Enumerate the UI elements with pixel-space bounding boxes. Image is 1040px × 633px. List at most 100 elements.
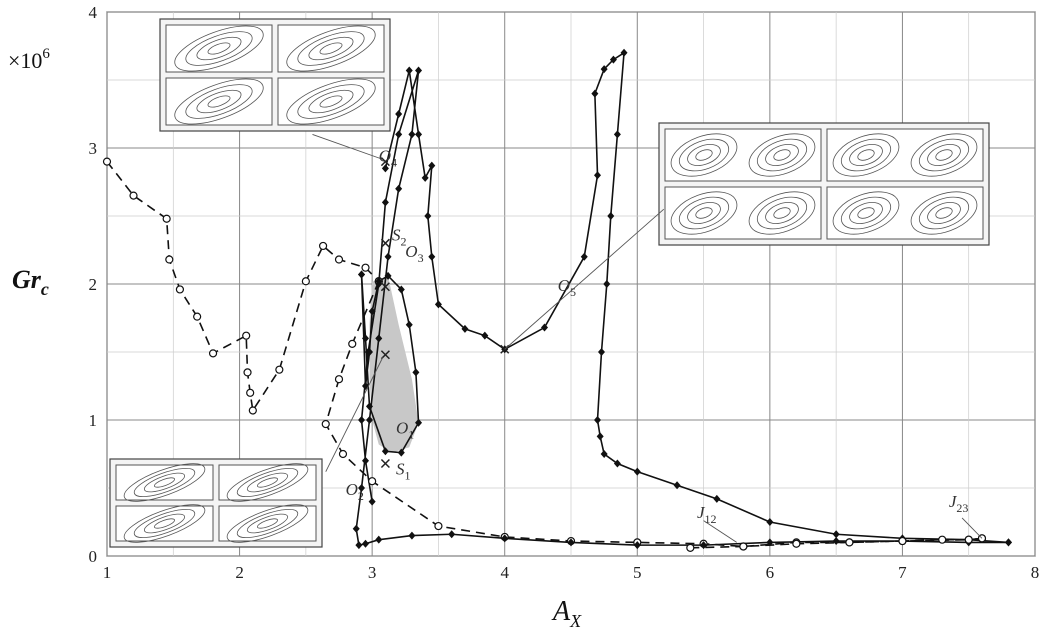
annotation-O1: O1 xyxy=(396,419,414,442)
diamond-point xyxy=(405,320,413,329)
open-circle-point xyxy=(175,285,185,294)
inset-panel xyxy=(277,24,385,73)
diamond-point xyxy=(766,518,774,526)
diamond-point xyxy=(713,494,721,503)
open-circle-point xyxy=(348,339,357,348)
diamond-point xyxy=(603,280,611,288)
diamond-point xyxy=(607,212,615,220)
annotation-S2: S2 xyxy=(392,225,407,248)
open-circle-point xyxy=(162,214,171,223)
diamond-point xyxy=(412,368,420,377)
point-crosses xyxy=(380,157,510,469)
open-circle-point xyxy=(338,449,348,459)
inset-flow-patterns-right xyxy=(658,122,990,246)
diamond-point xyxy=(620,48,628,57)
diamond-point xyxy=(591,89,599,98)
open-circle-point xyxy=(246,388,255,397)
x-tick-label: 3 xyxy=(368,563,377,582)
diamond-point xyxy=(540,323,548,332)
inset-panel xyxy=(277,77,385,126)
diamond-point xyxy=(381,198,389,207)
cross-marker-O1-cross xyxy=(380,350,390,360)
open-circle-point xyxy=(938,535,947,544)
leader-line xyxy=(961,517,983,539)
diamond-point xyxy=(395,130,403,139)
annotation-O4: O4 xyxy=(379,147,397,170)
open-circle-point xyxy=(334,375,344,384)
inset-panel xyxy=(165,24,273,73)
diamond-point xyxy=(633,541,641,550)
diamond-point xyxy=(368,307,376,316)
diamond-point xyxy=(600,450,608,458)
inset-panel xyxy=(826,128,984,182)
series-line-1 xyxy=(324,280,983,548)
annotation-O2: O2 xyxy=(346,480,364,503)
diamond-point xyxy=(364,348,372,356)
diamond-point xyxy=(397,448,405,457)
open-circle-point xyxy=(301,277,310,286)
diamond-point xyxy=(358,484,366,492)
diamond-point xyxy=(1004,538,1012,547)
x-tick-label: 4 xyxy=(500,563,509,582)
x-tick-label: 2 xyxy=(235,563,244,582)
open-circle-point xyxy=(193,312,202,321)
shaded-region-fill xyxy=(369,275,419,453)
shaded-region xyxy=(369,275,419,453)
annotation-J23: J23 xyxy=(949,492,969,515)
leader-line xyxy=(504,208,665,350)
open-circle-point xyxy=(898,536,907,546)
annotation-O5: O5 xyxy=(558,276,576,299)
diamond-point xyxy=(567,538,575,547)
diamond-point xyxy=(375,280,383,288)
diamond-point xyxy=(633,467,641,476)
diamond-point xyxy=(461,324,469,333)
open-circle-point xyxy=(792,539,801,548)
diamond-point xyxy=(424,212,432,220)
cross-marker-S2-cross xyxy=(380,238,390,248)
inset-panel xyxy=(664,186,822,240)
annotation-J12: J12 xyxy=(697,503,717,526)
diamond-point xyxy=(368,497,376,506)
leader-line xyxy=(312,133,382,160)
leader-line xyxy=(325,357,384,472)
inset-flow-patterns-top xyxy=(159,18,391,132)
diamond-point xyxy=(597,348,605,356)
inset-panel xyxy=(115,463,214,502)
diamond-point xyxy=(428,252,436,261)
inset-panel xyxy=(826,186,984,240)
series-line-0 xyxy=(106,161,380,413)
x-tick-label: 8 xyxy=(1031,563,1040,582)
diamond-point xyxy=(384,271,392,280)
diamond-point xyxy=(700,541,708,550)
diamond-point xyxy=(766,538,774,547)
diamond-point xyxy=(594,416,602,424)
data-markers xyxy=(102,48,1012,552)
diamond-point xyxy=(580,252,588,261)
diamond-point xyxy=(362,456,370,465)
inset-flow-patterns-bottom xyxy=(109,458,323,548)
leader-lines xyxy=(312,133,983,543)
open-circle-point xyxy=(434,521,443,531)
open-circle-point xyxy=(208,349,218,358)
diamond-point xyxy=(405,66,413,75)
diamond-point xyxy=(365,416,373,424)
diamond-point xyxy=(596,432,604,441)
open-circle-point xyxy=(321,419,330,429)
x-tick-label: 5 xyxy=(633,563,642,582)
diamond-point xyxy=(594,171,602,180)
diamond-point xyxy=(832,530,840,539)
diamond-point xyxy=(501,534,509,543)
diamond-point xyxy=(395,110,403,118)
y-axis-label: Grc xyxy=(12,265,49,299)
diamond-point xyxy=(673,481,681,490)
diamond-point xyxy=(428,161,436,170)
diamond-point xyxy=(415,130,423,139)
diamond-point xyxy=(415,66,423,75)
diamond-point xyxy=(481,331,489,340)
open-circle-point xyxy=(129,191,138,200)
annotation-O3: O3 xyxy=(405,242,423,265)
diamond-point xyxy=(375,535,383,544)
open-circle-point xyxy=(845,538,854,547)
